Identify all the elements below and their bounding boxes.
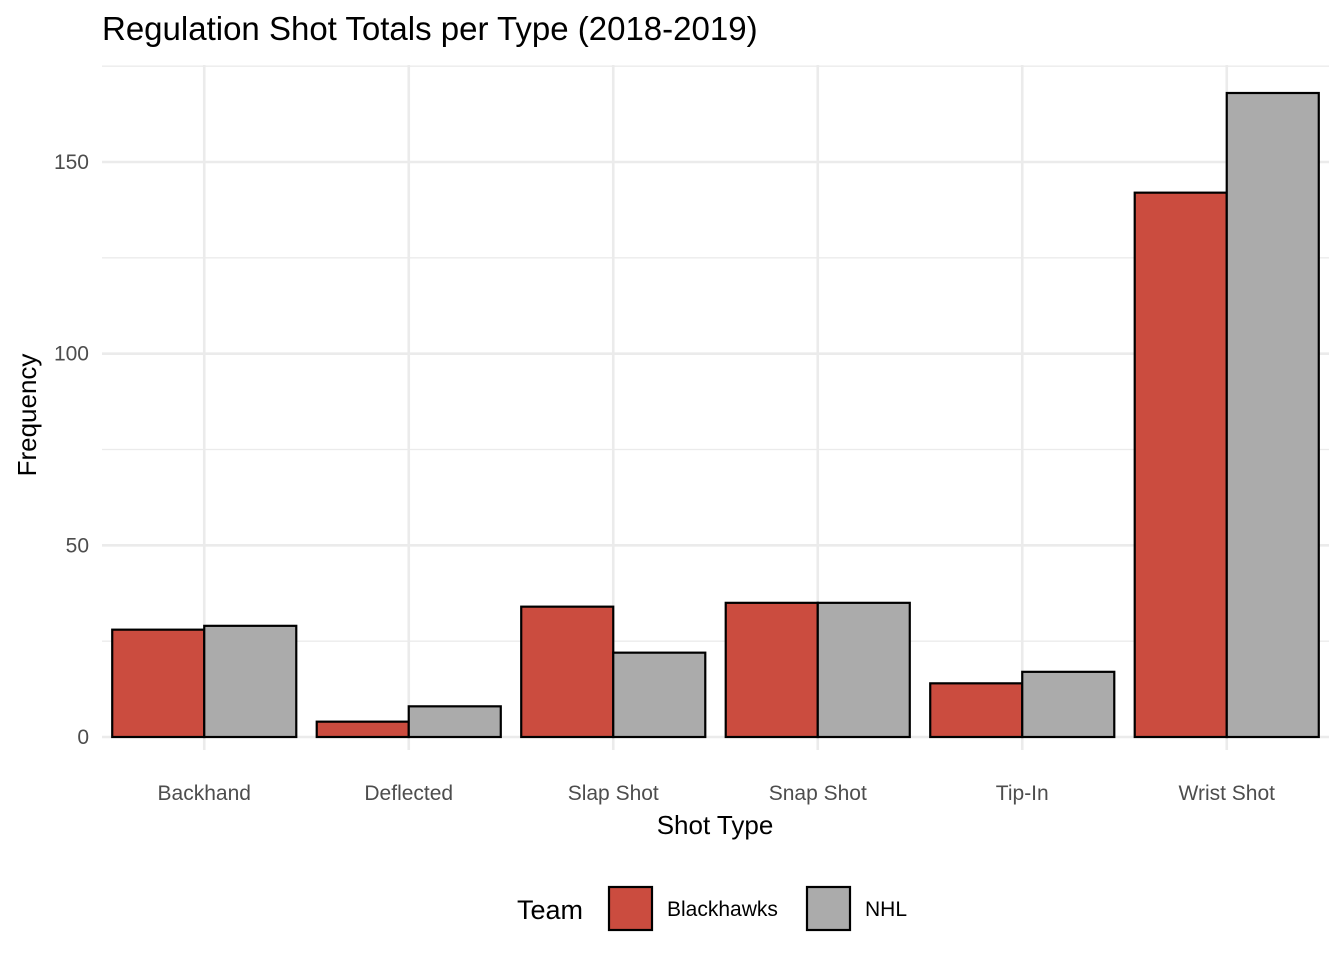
legend-key-nhl	[805, 885, 852, 932]
y-tick-label: 50	[66, 534, 89, 557]
y-tick-label: 100	[54, 343, 89, 366]
bar-nhl-backhand	[203, 624, 298, 739]
legend-title: Team	[517, 895, 583, 925]
legend-label-blackhawks: Blackhawks	[667, 898, 778, 921]
bar-nhl-slap-shot	[612, 651, 707, 739]
x-tick-label: Slap Shot	[568, 782, 659, 805]
bar-blackhawks-slap-shot	[520, 605, 615, 739]
x-axis-title: Shot Type	[657, 810, 774, 840]
bar-blackhawks-tip-in	[929, 682, 1024, 739]
bar-nhl-tip-in	[1021, 670, 1116, 739]
y-axis-title: Frequency	[12, 354, 42, 477]
x-tick-label: Deflected	[364, 782, 453, 805]
bar-nhl-deflected	[407, 705, 502, 739]
bar-blackhawks-snap-shot	[724, 601, 819, 739]
x-tick-label: Tip-In	[996, 782, 1049, 805]
bar-nhl-snap-shot	[816, 601, 911, 739]
legend-label-nhl: NHL	[865, 898, 907, 921]
x-tick-label: Backhand	[158, 782, 251, 805]
bar-nhl-wrist-shot	[1225, 91, 1320, 739]
bar-blackhawks-deflected	[315, 720, 410, 739]
chart-title: Regulation Shot Totals per Type (2018-20…	[102, 10, 758, 47]
legend-items: Blackhawks NHL	[607, 885, 907, 932]
y-axis-ticks: 0 50 100 150	[54, 151, 89, 749]
legend: Team Blackhawks NHL	[517, 885, 907, 932]
bar-blackhawks-wrist-shot	[1133, 191, 1228, 739]
bars	[111, 91, 1320, 739]
x-tick-label: Wrist Shot	[1179, 782, 1276, 805]
y-tick-label: 0	[77, 726, 89, 749]
y-tick-label: 150	[54, 151, 89, 174]
x-axis-ticks: Backhand Deflected Slap Shot Snap Shot Tip-I…	[158, 782, 1276, 805]
x-tick-label: Snap Shot	[769, 782, 867, 805]
legend-key-blackhawks	[607, 885, 654, 932]
bar-blackhawks-backhand	[111, 628, 206, 739]
